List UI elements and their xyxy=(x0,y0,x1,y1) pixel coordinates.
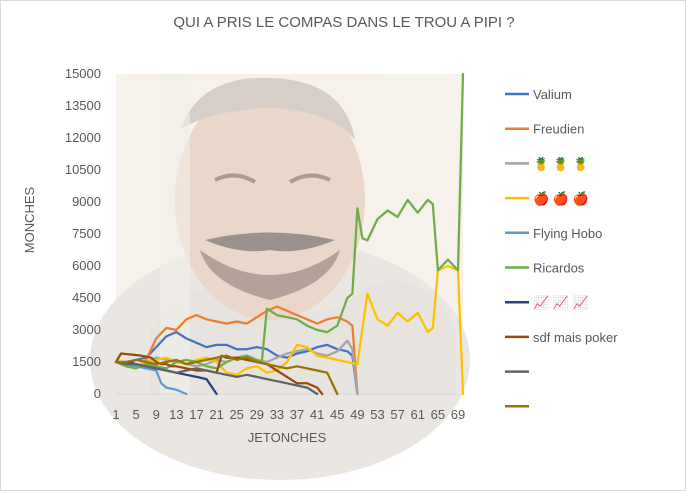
y-tick-label: 10500 xyxy=(65,162,101,177)
legend-label: Flying Hobo xyxy=(533,226,602,241)
x-tick-label: 17 xyxy=(189,407,203,422)
legend: Valium Freudien 🍍 🍍 🍍 🍎 🍎 🍎 Flying Hobo Ricar… xyxy=(505,87,618,408)
legend-label: Freudien xyxy=(533,122,584,137)
y-axis: 0 1500 3000 4500 6000 7500 9000 10500 12000 13500… xyxy=(65,66,101,401)
x-tick-label: 45 xyxy=(330,407,344,422)
x-tick-label: 57 xyxy=(390,407,404,422)
background-photo xyxy=(90,74,470,480)
x-tick-label: 1 xyxy=(112,407,119,422)
x-tick-label: 33 xyxy=(270,407,284,422)
series-line-1 xyxy=(114,330,359,396)
x-tick-label: 49 xyxy=(350,407,364,422)
y-tick-label: 12000 xyxy=(65,130,101,145)
x-tick-label: 41 xyxy=(310,407,324,422)
x-tick-label: 65 xyxy=(431,407,445,422)
y-tick-label: 0 xyxy=(94,386,101,401)
series-line-10 xyxy=(114,354,339,396)
x-tick-label: 25 xyxy=(229,407,243,422)
x-tick-label: 53 xyxy=(370,407,384,422)
x-tick-label: 13 xyxy=(169,407,183,422)
series-line-9 xyxy=(114,360,319,396)
y-tick-label: 15000 xyxy=(65,66,101,81)
y-tick-label: 7500 xyxy=(72,226,101,241)
series-line-2 xyxy=(114,305,359,396)
x-tick-label: 37 xyxy=(290,407,304,422)
x-tick-label: 69 xyxy=(451,407,465,422)
legend-label: 🍎 🍎 🍎 xyxy=(533,190,589,206)
x-tick-label: 5 xyxy=(132,407,139,422)
y-tick-label: 6000 xyxy=(72,258,101,273)
legend-label: 🍍 🍍 🍍 xyxy=(533,156,589,171)
y-tick-label: 3000 xyxy=(72,322,101,337)
x-tick-label: 21 xyxy=(209,407,223,422)
x-tick-label: 9 xyxy=(153,407,160,422)
legend-label: 📈 📈 📈 xyxy=(533,295,589,310)
y-axis-title: MONCHES xyxy=(22,186,37,253)
chart-title: QUI A PRIS LE COMPAS DANS LE TROU A PIPI… xyxy=(173,14,514,31)
legend-label: Ricardos xyxy=(533,261,585,276)
x-axis: 1 5 9 13 17 21 25 29 33 37 41 45 49 53 57 61 65 69 xyxy=(112,393,465,422)
legend-label: sdf mais poker xyxy=(533,330,618,345)
x-tick-label: 29 xyxy=(250,407,264,422)
y-tick-label: 13500 xyxy=(65,98,101,113)
y-tick-label: 1500 xyxy=(72,354,101,369)
series-layer xyxy=(114,72,465,396)
x-tick-label: 61 xyxy=(411,407,425,422)
legend-label: Valium xyxy=(533,87,572,102)
x-axis-title: JETONCHES xyxy=(248,430,327,445)
y-tick-label: 4500 xyxy=(72,290,101,305)
y-tick-label: 9000 xyxy=(72,194,101,209)
